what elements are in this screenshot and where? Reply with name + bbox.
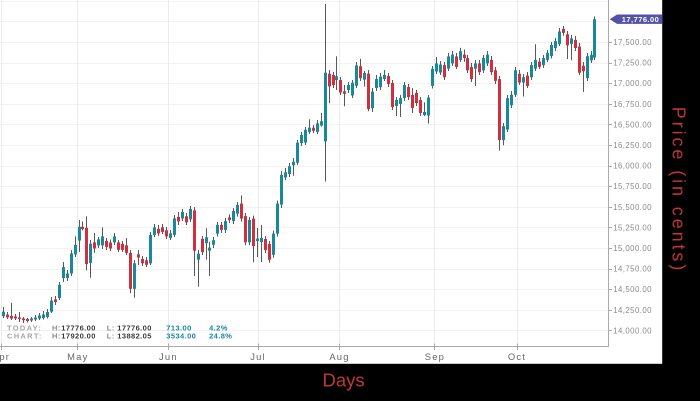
svg-text:17920.00: 17920.00	[61, 332, 95, 341]
svg-text:24.8%: 24.8%	[209, 332, 232, 341]
svg-text:H:: H:	[52, 324, 61, 333]
svg-text:15,000.00: 15,000.00	[613, 244, 652, 253]
svg-text:H:: H:	[52, 332, 61, 341]
svg-text:Jun: Jun	[159, 351, 178, 362]
svg-text:17,000.00: 17,000.00	[613, 79, 652, 88]
svg-text:Sep: Sep	[425, 351, 445, 362]
svg-text:L:: L:	[107, 332, 115, 341]
svg-text:Apr: Apr	[0, 351, 10, 362]
svg-text:16,250.00: 16,250.00	[613, 141, 652, 150]
svg-text:13882.05: 13882.05	[117, 332, 151, 341]
svg-text:L:: L:	[107, 324, 115, 333]
svg-text:17,500.00: 17,500.00	[613, 38, 652, 47]
svg-text:14,750.00: 14,750.00	[613, 265, 652, 274]
svg-text:Jul: Jul	[250, 351, 266, 362]
svg-text:May: May	[67, 351, 88, 362]
svg-text:17776.00: 17776.00	[61, 324, 95, 333]
svg-text:TODAY:: TODAY:	[7, 324, 42, 333]
svg-text:3534.00: 3534.00	[166, 332, 196, 341]
svg-text:16,750.00: 16,750.00	[613, 100, 652, 109]
svg-text:16,500.00: 16,500.00	[613, 120, 652, 129]
svg-text:14,250.00: 14,250.00	[613, 306, 652, 315]
svg-text:CHART:: CHART:	[7, 332, 43, 341]
svg-text:14,000.00: 14,000.00	[613, 326, 652, 335]
svg-text:17776.00: 17776.00	[117, 324, 151, 333]
svg-text:4.2%: 4.2%	[209, 324, 228, 333]
svg-text:14,500.00: 14,500.00	[613, 285, 652, 294]
svg-text:17,776.00: 17,776.00	[622, 15, 659, 24]
svg-text:Aug: Aug	[329, 351, 349, 362]
svg-text:15,250.00: 15,250.00	[613, 223, 652, 232]
svg-text:17,250.00: 17,250.00	[613, 59, 652, 68]
svg-text:15,500.00: 15,500.00	[613, 203, 652, 212]
svg-text:15,750.00: 15,750.00	[613, 182, 652, 191]
svg-text:Oct: Oct	[508, 351, 526, 362]
svg-text:Days: Days	[323, 370, 365, 391]
svg-text:16,000.00: 16,000.00	[613, 162, 652, 171]
svg-text:Price (in cents): Price (in cents)	[668, 107, 688, 273]
svg-text:713.00: 713.00	[166, 324, 191, 333]
